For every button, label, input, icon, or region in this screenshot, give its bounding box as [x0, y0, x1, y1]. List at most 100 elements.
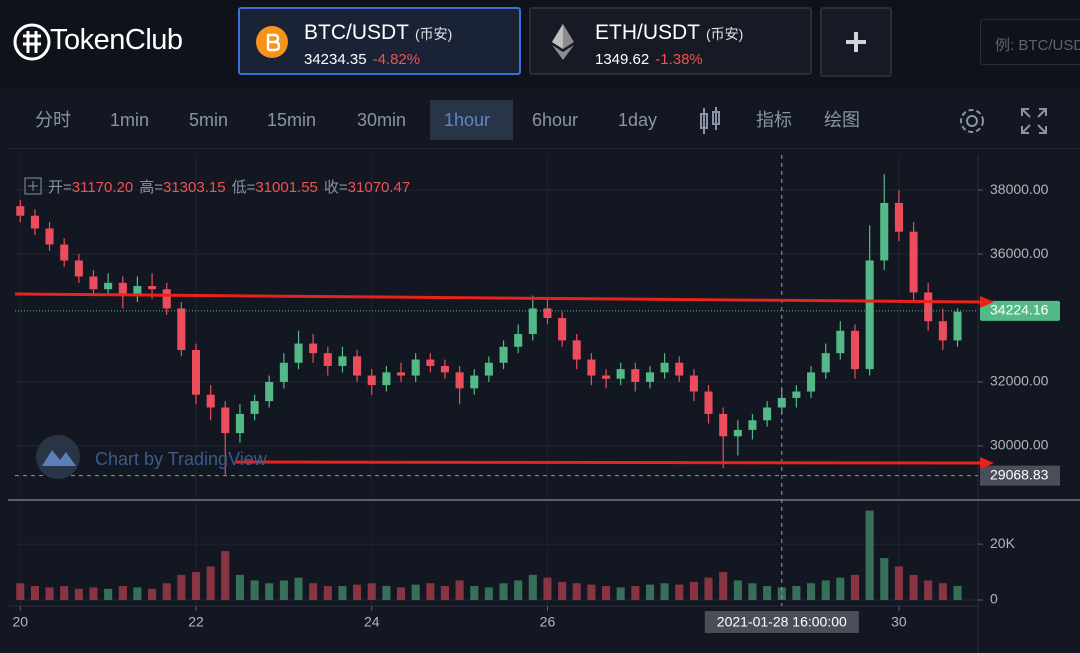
- volume-bar: [74, 588, 83, 600]
- volume-bar: [89, 587, 98, 600]
- eth-icon: [552, 24, 574, 60]
- candle-body: [367, 375, 376, 386]
- volume-bar: [660, 583, 669, 600]
- exchange: (币安): [415, 26, 453, 42]
- fullscreen-icon[interactable]: [1019, 106, 1049, 136]
- volume-bar: [807, 583, 816, 600]
- ohlc-legend: 开=31170.20 高=31303.15 低=31001.55 收=31070.47: [24, 176, 416, 197]
- pair-tab[interactable]: BTC/USDT (币安) 34234.35 -4.82%: [238, 7, 521, 75]
- volume-bar: [777, 587, 786, 600]
- volume-bar: [733, 580, 742, 600]
- legend-label: 开=: [48, 179, 72, 196]
- candle-body: [499, 346, 508, 363]
- volume-bar: [426, 583, 435, 600]
- tool[interactable]: 绘图: [824, 110, 860, 130]
- volume-tick-label: 20K: [990, 535, 1016, 551]
- interval[interactable]: 15min: [267, 110, 317, 130]
- trend-line: [14, 292, 983, 304]
- search-input[interactable]: 例: BTC/USDT: [980, 19, 1080, 65]
- candle-body: [631, 369, 640, 382]
- interval[interactable]: 5min: [189, 110, 229, 130]
- volume-bar: [411, 584, 420, 600]
- candle-body: [645, 372, 655, 382]
- candle-body: [148, 286, 157, 290]
- add-tab-button[interactable]: [820, 7, 892, 77]
- last-price-label: 34224.16: [990, 302, 1049, 318]
- volume-bar: [572, 583, 581, 600]
- legend-value: 31070.47: [347, 179, 411, 196]
- interval[interactable]: 1min: [110, 110, 150, 130]
- candle-body: [294, 343, 303, 363]
- candle-body: [572, 340, 581, 360]
- candle-body: [382, 372, 391, 386]
- volume-bar: [294, 577, 303, 600]
- legend-label: 低=: [231, 179, 256, 196]
- volume-bar: [558, 581, 567, 600]
- interval[interactable]: 1day: [618, 110, 658, 130]
- y-tick-label: 30000.00: [990, 437, 1049, 453]
- volume-bar: [235, 574, 244, 600]
- legend-label: 高=: [139, 179, 163, 196]
- volume-bar: [30, 586, 39, 600]
- volume-bar: [250, 580, 259, 600]
- volume-bar: [645, 584, 655, 600]
- candle-body: [323, 353, 332, 366]
- trend-line: [234, 460, 983, 465]
- watermark-icon: [42, 450, 76, 466]
- last-price-box: [980, 300, 1060, 321]
- candle-body: [206, 394, 215, 408]
- crosshair-date-label: 2021-01-28 16:00:00: [717, 614, 847, 630]
- interval[interactable]: 30min: [357, 110, 407, 130]
- volume-bar: [675, 584, 684, 600]
- volume-bar: [162, 583, 171, 600]
- price: 34234.35: [304, 51, 367, 68]
- logo[interactable]: TokenClub: [50, 24, 183, 56]
- volume-bar: [763, 586, 772, 600]
- volume-bar: [104, 588, 113, 600]
- watermark: Chart by TradingView: [95, 449, 267, 469]
- interval[interactable]: 6hour: [532, 110, 579, 130]
- volume-tick-label: 0: [990, 591, 998, 607]
- pair: BTC/USDT: [304, 21, 409, 44]
- interval[interactable]: 分时: [35, 110, 71, 130]
- volume-bar: [880, 558, 889, 600]
- volume-bar: [221, 551, 230, 600]
- volume-bar: [587, 584, 596, 600]
- tool[interactable]: 指标: [756, 110, 792, 130]
- change: -4.82%: [372, 51, 421, 68]
- candle-body: [309, 343, 318, 354]
- y-tick-label: 32000.00: [990, 373, 1049, 389]
- volume-bar: [894, 566, 903, 600]
- arrow: [980, 457, 994, 469]
- legend-icon[interactable]: [24, 177, 42, 195]
- volume-bar: [865, 510, 874, 600]
- toolbar: 分时 1min 5min 15min 30min 1hour 6hour 1da…: [8, 94, 1080, 149]
- volume-bar: [631, 586, 640, 600]
- candle-body: [587, 359, 596, 376]
- candle-body: [221, 407, 230, 434]
- volume-bar: [909, 574, 918, 600]
- candle-body: [411, 359, 420, 376]
- interval[interactable]: 1hour: [430, 100, 513, 140]
- volume-bar: [543, 577, 552, 600]
- candle-body: [558, 318, 567, 341]
- volume-bar: [470, 586, 479, 600]
- volume-bar: [689, 581, 698, 600]
- chart-type-icon[interactable]: [698, 106, 722, 136]
- pair-tab[interactable]: ETH/USDT (币安) 1349.62 -1.38%: [529, 7, 812, 75]
- volume-bar: [396, 587, 406, 600]
- candle-body: [719, 413, 728, 437]
- candle-body: [909, 231, 918, 293]
- volume-bar: [45, 587, 54, 600]
- volume-bar: [792, 586, 801, 600]
- settings-icon[interactable]: [957, 106, 987, 136]
- candle-body: [30, 215, 39, 229]
- volume-bar: [191, 572, 201, 600]
- price: 1349.62: [595, 51, 650, 68]
- candle-body: [470, 375, 479, 389]
- candle-body: [938, 321, 947, 341]
- arrow: [980, 296, 994, 308]
- volume-bar: [206, 566, 215, 600]
- candle-body: [455, 372, 464, 389]
